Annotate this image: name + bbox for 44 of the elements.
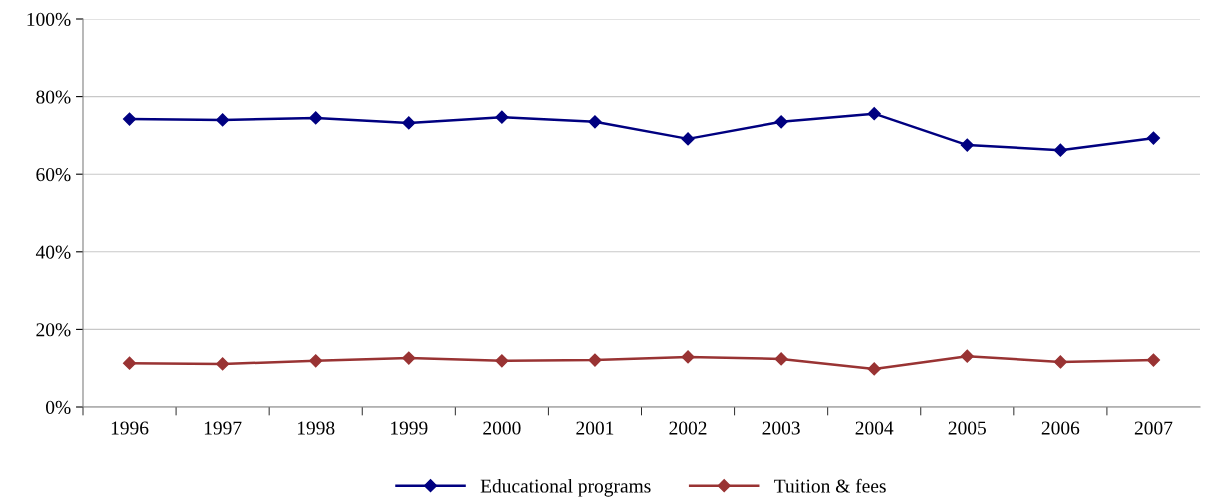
legend-label: Tuition & fees (774, 478, 886, 493)
x-tick-label: 1998 (297, 421, 335, 435)
point (1053, 143, 1067, 157)
point (867, 362, 881, 376)
point (495, 110, 509, 124)
y-tick-label: 60% (36, 168, 71, 182)
point (216, 357, 230, 371)
y-tick-label: 0% (46, 400, 71, 414)
point (402, 116, 416, 130)
y-tick-label: 40% (35, 245, 71, 259)
point (122, 356, 137, 370)
point (402, 351, 416, 365)
point (495, 354, 509, 368)
y-tick-label: 20% (36, 323, 71, 337)
point (122, 112, 137, 126)
x-tick-label: 2004 (855, 421, 894, 435)
point (588, 353, 602, 367)
point (1146, 131, 1161, 145)
x-tick-label: 2002 (669, 421, 707, 435)
point (309, 354, 323, 368)
point (1053, 355, 1067, 369)
point (681, 132, 695, 146)
point (681, 350, 695, 364)
y-tick-label: 80% (36, 90, 71, 104)
x-tick-label: 1997 (204, 421, 242, 435)
point (774, 352, 788, 366)
point (588, 115, 602, 129)
x-tick-label: 2001 (576, 421, 614, 435)
x-tick-label: 2003 (762, 421, 800, 435)
y-tick-label: 100% (27, 12, 71, 26)
x-tick-label: 2006 (1041, 421, 1080, 435)
point (774, 115, 788, 129)
legend-label: Educational programs (480, 478, 651, 497)
x-tick-label: 1996 (111, 421, 149, 435)
point (309, 111, 323, 125)
x-tick-label: 2000 (483, 421, 521, 435)
x-tick-label: 2005 (948, 421, 986, 435)
point (216, 113, 230, 127)
point (1146, 353, 1161, 367)
x-tick-label: 1999 (391, 421, 428, 435)
x-tick-label: 2007 (1134, 421, 1173, 435)
point (960, 349, 974, 363)
point (960, 138, 974, 152)
point (867, 107, 881, 121)
